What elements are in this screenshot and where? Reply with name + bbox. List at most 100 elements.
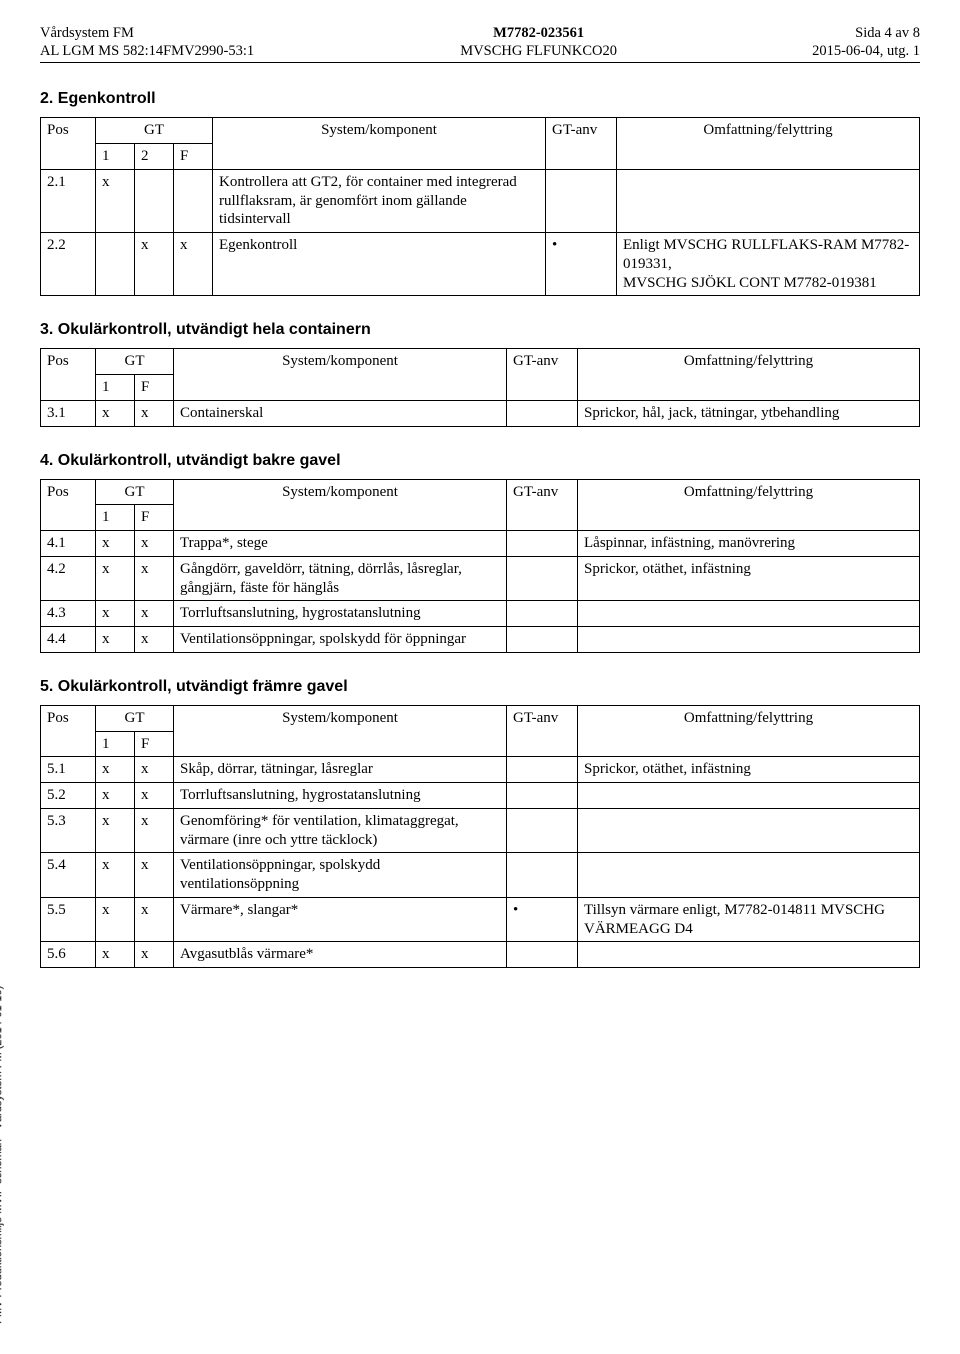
header-center: M7782-023561 MVSCHG FLFUNKCO20	[392, 24, 685, 60]
cell-system: Kontrollera att GT2, för container med i…	[213, 169, 546, 232]
cell-pos: 4.1	[41, 531, 96, 557]
page-header: Vårdsystem FM AL LGM MS 582:14FMV2990-53…	[40, 24, 920, 63]
cell-system: Torrluftsanslutning, hygrostatanslutning	[174, 783, 507, 809]
cell-omf	[578, 627, 920, 653]
cell-gt1: x	[96, 601, 135, 627]
table-row: 4.3 x x Torrluftsanslutning, hygrostatan…	[41, 601, 920, 627]
cell-gt1: x	[96, 556, 135, 601]
cell-gt1: x	[96, 531, 135, 557]
cell-gtF: x	[135, 556, 174, 601]
cell-system: Ventilationsöppningar, spolskydd ventila…	[174, 853, 507, 898]
cell-gtF: x	[135, 783, 174, 809]
cell-omf: Enligt MVSCHG RULLFLAKS-RAM M7782-019331…	[617, 233, 920, 296]
table-row: 5.1 x x Skåp, dörrar, tätningar, låsregl…	[41, 757, 920, 783]
table-header-row: Pos GT System/komponent GT-anv Omfattnin…	[41, 479, 920, 505]
cell-gt1: x	[96, 853, 135, 898]
cell-system: Avgasutblås värmare*	[174, 942, 507, 968]
cell-system: Torrluftsanslutning, hygrostatanslutning	[174, 601, 507, 627]
table-row: 5.2 x x Torrluftsanslutning, hygrostatan…	[41, 783, 920, 809]
col-gt: GT	[96, 705, 174, 731]
col-omfattning: Omfattning/felyttring	[578, 705, 920, 757]
section-4-heading: 4. Okulärkontroll, utvändigt bakre gavel	[40, 451, 920, 471]
section-5-heading: 5. Okulärkontroll, utvändigt främre gave…	[40, 677, 920, 697]
cell-anv	[507, 601, 578, 627]
cell-gtF: x	[135, 757, 174, 783]
cell-pos: 5.2	[41, 783, 96, 809]
cell-anv	[507, 400, 578, 426]
table-row: 2.1 x Kontrollera att GT2, för container…	[41, 169, 920, 232]
section-5-table: Pos GT System/komponent GT-anv Omfattnin…	[40, 705, 920, 968]
col-pos: Pos	[41, 705, 96, 757]
cell-anv: •	[507, 897, 578, 942]
cell-pos: 5.3	[41, 808, 96, 853]
cell-system: Gångdörr, gaveldörr, tätning, dörrlås, l…	[174, 556, 507, 601]
cell-anv	[507, 853, 578, 898]
header-center-line2: MVSCHG FLFUNKCO20	[392, 42, 685, 60]
table-header-row: Pos GT System/komponent GT-anv Omfattnin…	[41, 118, 920, 144]
table-row: 4.1 x x Trappa*, stege Låspinnar, infäst…	[41, 531, 920, 557]
cell-gtF: x	[135, 601, 174, 627]
cell-system: Trappa*, stege	[174, 531, 507, 557]
table-row: 3.1 x x Containerskal Sprickor, hål, jac…	[41, 400, 920, 426]
cell-omf: Sprickor, otäthet, infästning	[578, 757, 920, 783]
cell-gtF: x	[174, 233, 213, 296]
cell-gtF	[174, 169, 213, 232]
cell-gt1: x	[96, 169, 135, 232]
table-row: 5.5 x x Värmare*, slangar* • Tillsyn vär…	[41, 897, 920, 942]
col-system: System/komponent	[174, 349, 507, 401]
header-left-line2: AL LGM MS 582:14FMV2990-53:1	[40, 42, 392, 60]
table-row: 5.6 x x Avgasutblås värmare*	[41, 942, 920, 968]
cell-system: Värmare*, slangar*	[174, 897, 507, 942]
cell-gt1: x	[96, 400, 135, 426]
table-header-row: Pos GT System/komponent GT-anv Omfattnin…	[41, 705, 920, 731]
gt-sub-F: F	[135, 731, 174, 757]
header-left: Vårdsystem FM AL LGM MS 582:14FMV2990-53…	[40, 24, 392, 60]
gt-sub-F: F	[174, 144, 213, 170]
cell-pos: 5.4	[41, 853, 96, 898]
cell-gtF: x	[135, 942, 174, 968]
cell-anv	[507, 942, 578, 968]
header-center-line1: M7782-023561	[392, 24, 685, 42]
cell-omf	[617, 169, 920, 232]
header-right: Sida 4 av 8 2015-06-04, utg. 1	[685, 24, 920, 60]
col-omfattning: Omfattning/felyttring	[578, 349, 920, 401]
header-right-line1: Sida 4 av 8	[685, 24, 920, 42]
gt-sub-1: 1	[96, 375, 135, 401]
cell-gt1: x	[96, 627, 135, 653]
cell-gt1: x	[96, 808, 135, 853]
header-right-line2: 2015-06-04, utg. 1	[685, 42, 920, 60]
col-gtanv: GT-anv	[546, 118, 617, 170]
header-left-line1: Vårdsystem FM	[40, 24, 392, 42]
col-omfattning: Omfattning/felyttring	[617, 118, 920, 170]
gt-sub-1: 1	[96, 731, 135, 757]
section-3-table: Pos GT System/komponent GT-anv Omfattnin…	[40, 348, 920, 426]
table-row: 4.4 x x Ventilationsöppningar, spolskydd…	[41, 627, 920, 653]
cell-system: Containerskal	[174, 400, 507, 426]
table-row: 4.2 x x Gångdörr, gaveldörr, tätning, dö…	[41, 556, 920, 601]
cell-pos: 2.1	[41, 169, 96, 232]
section-2-table: Pos GT System/komponent GT-anv Omfattnin…	[40, 117, 920, 296]
col-gt: GT	[96, 479, 174, 505]
col-pos: Pos	[41, 349, 96, 401]
cell-pos: 4.4	[41, 627, 96, 653]
cell-omf	[578, 808, 920, 853]
table-row: 5.4 x x Ventilationsöppningar, spolskydd…	[41, 853, 920, 898]
cell-system: Skåp, dörrar, tätningar, låsreglar	[174, 757, 507, 783]
cell-anv	[507, 531, 578, 557]
cell-gtF: x	[135, 897, 174, 942]
cell-system: Egenkontroll	[213, 233, 546, 296]
cell-pos: 4.2	[41, 556, 96, 601]
cell-gt1: x	[96, 897, 135, 942]
section-2-heading: 2. Egenkontroll	[40, 89, 920, 109]
col-gtanv: GT-anv	[507, 705, 578, 757]
cell-anv	[507, 556, 578, 601]
cell-pos: 5.1	[41, 757, 96, 783]
cell-omf: Sprickor, hål, jack, tätningar, ytbehand…	[578, 400, 920, 426]
col-pos: Pos	[41, 479, 96, 531]
cell-omf	[578, 853, 920, 898]
col-system: System/komponent	[213, 118, 546, 170]
cell-gtF: x	[135, 627, 174, 653]
col-gtanv: GT-anv	[507, 349, 578, 401]
col-omfattning: Omfattning/felyttring	[578, 479, 920, 531]
cell-system: Ventilationsöppningar, spolskydd för öpp…	[174, 627, 507, 653]
